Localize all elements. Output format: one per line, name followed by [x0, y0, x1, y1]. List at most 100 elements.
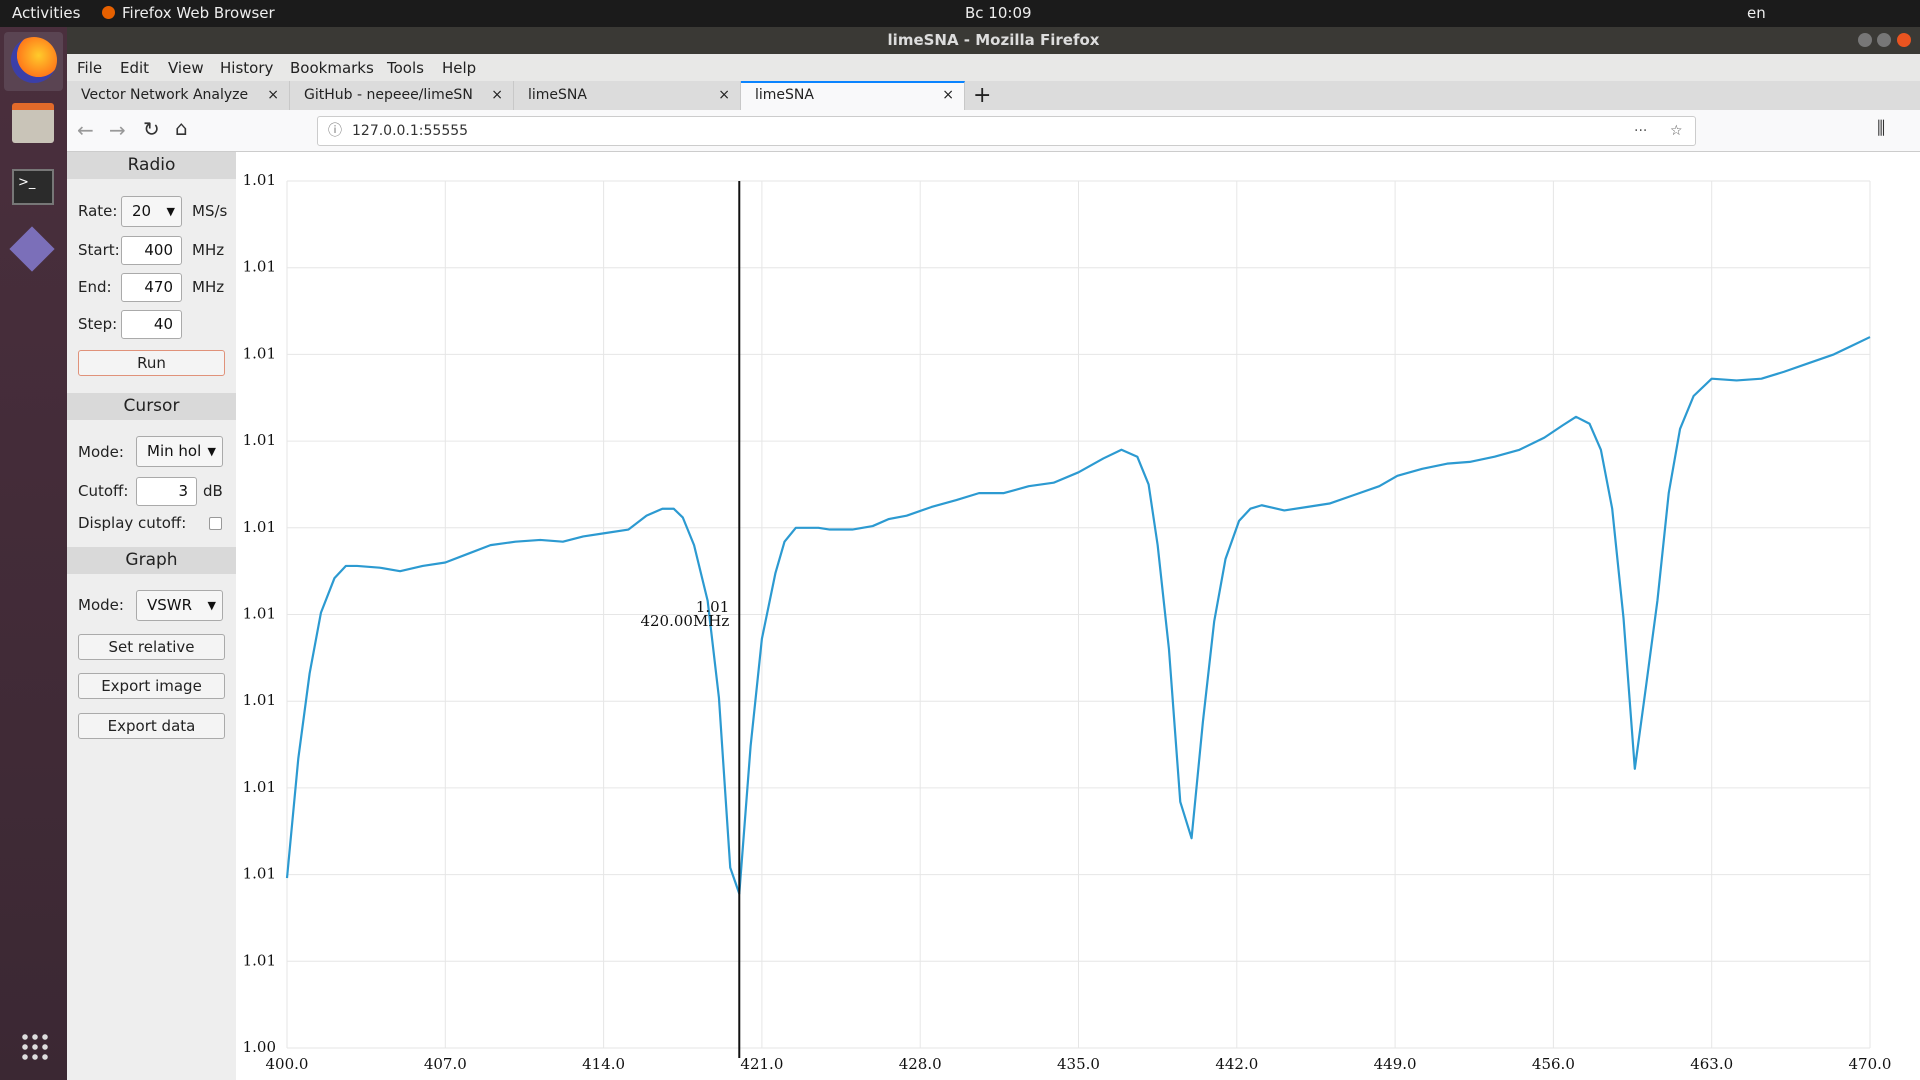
files-icon[interactable]: [12, 103, 54, 143]
cursor-value: 1.01: [696, 598, 729, 616]
minimize[interactable]: [1858, 33, 1872, 47]
label: Mode:: [78, 596, 124, 614]
x-tick-label: 463.0: [1690, 1055, 1733, 1073]
label: Rate:: [78, 202, 118, 220]
reload[interactable]: ↻: [143, 117, 160, 141]
select-value: VSWR: [147, 596, 193, 614]
step-input[interactable]: 40: [121, 310, 182, 339]
display-cutoff-checkbox[interactable]: [209, 517, 222, 530]
x-tick-label: 421.0: [740, 1055, 783, 1073]
tab-title: limeSNA: [528, 87, 587, 103]
app-icon: [102, 6, 115, 19]
data-line: [285, 336, 1871, 895]
language[interactable]: en: [1747, 4, 1766, 22]
library[interactable]: ⫼: [1877, 118, 1886, 139]
y-tick-label: 1.01: [243, 344, 276, 362]
tab-close[interactable]: ×: [491, 87, 503, 103]
tab[interactable]: limeSNA ×: [514, 81, 741, 110]
y-tick-label: 1.01: [243, 778, 276, 796]
tab-title: GitHub - nepeee/limeSN: [304, 87, 473, 103]
dropdown-arrow: ▼: [207, 437, 216, 466]
y-tick-label: 1.01: [243, 691, 276, 709]
menu-item[interactable]: Help: [442, 59, 477, 77]
set-relative-button[interactable]: Set relative: [78, 634, 225, 660]
menu-item[interactable]: File: [77, 59, 103, 77]
menu-bar: File Edit View History Bookmarks Tools Help: [67, 54, 1920, 81]
unit: MS/s: [192, 202, 228, 220]
show-apps[interactable]: [20, 1032, 48, 1060]
menu-item[interactable]: Bookmarks: [290, 59, 374, 77]
tab-close[interactable]: ×: [267, 87, 279, 103]
start-input[interactable]: 400: [121, 236, 182, 265]
unit: MHz: [192, 241, 225, 259]
cutoff-input[interactable]: 3: [136, 477, 197, 506]
menu-item[interactable]: View: [168, 59, 204, 77]
x-tick-label: 400.0: [266, 1055, 309, 1073]
tab[interactable]: GitHub - nepeee/limeSN ×: [290, 81, 514, 110]
menu-item[interactable]: History: [220, 59, 274, 77]
y-tick-label: 1.01: [243, 865, 276, 883]
tab-title: limeSNA: [755, 87, 814, 103]
unit: dB: [203, 482, 223, 500]
graph-mode-select[interactable]: VSWR ▼: [136, 590, 223, 621]
maximize[interactable]: [1877, 33, 1891, 47]
export-data-button[interactable]: Export data: [78, 713, 225, 739]
y-tick-label: 1.00: [243, 1038, 276, 1056]
run-button[interactable]: Run: [78, 350, 225, 376]
tab-close[interactable]: ×: [718, 87, 730, 103]
bookmark-star[interactable]: ☆: [1670, 123, 1683, 139]
home[interactable]: ⌂: [175, 116, 188, 140]
info-icon[interactable]: ⓘ: [328, 123, 342, 139]
label: Mode:: [78, 443, 124, 461]
page-actions[interactable]: ···: [1634, 123, 1648, 139]
dropdown-arrow: ▼: [207, 599, 216, 612]
select-value: 20: [132, 202, 152, 220]
tab[interactable]: limeSNA ×: [741, 81, 965, 110]
label: End:: [78, 278, 112, 296]
x-tick-label: 442.0: [1215, 1055, 1258, 1073]
tab[interactable]: Vector Network Analyze ×: [67, 81, 290, 110]
new-tab[interactable]: +: [973, 83, 992, 108]
cursor-frequency: 420.00MHz: [640, 612, 729, 630]
firefox-icon[interactable]: [11, 37, 57, 83]
x-tick-label: 449.0: [1374, 1055, 1417, 1073]
x-tick-label: 456.0: [1532, 1055, 1575, 1073]
url-bar[interactable]: ⓘ 127.0.0.1:55555 ··· ☆: [317, 116, 1696, 146]
window-title: limeSNA - Mozilla Firefox: [67, 27, 1920, 54]
x-tick-label: 435.0: [1057, 1055, 1100, 1073]
tab-close[interactable]: ×: [942, 87, 954, 103]
y-tick-label: 1.01: [243, 518, 276, 536]
back[interactable]: ←: [77, 118, 94, 142]
label: Cutoff:: [78, 482, 129, 500]
y-tick-label: 1.01: [243, 431, 276, 449]
cursor-mode-select[interactable]: Min hol ▼: [136, 436, 223, 467]
rate-select[interactable]: 20 ▼: [121, 196, 182, 227]
y-tick-label: 1.01: [243, 605, 276, 623]
menu-item[interactable]: Edit: [120, 59, 150, 77]
chart: 1.00 1.01 1.01 1.01 1.01 1.01 1.01 1.01 1.01 1.01…: [243, 171, 1892, 1073]
terminal-icon[interactable]: >_: [12, 169, 54, 205]
url: 127.0.0.1:55555: [352, 123, 469, 139]
close[interactable]: [1897, 33, 1911, 47]
x-tick-label: 470.0: [1849, 1055, 1892, 1073]
y-tick-label: 1.01: [243, 951, 276, 969]
section-heading: Radio: [67, 152, 236, 179]
label: Start:: [78, 241, 120, 259]
activities[interactable]: Activities: [12, 4, 81, 22]
section-heading: Graph: [67, 547, 236, 574]
y-tick-label: 1.01: [243, 171, 276, 189]
clock[interactable]: Вс 10:09: [965, 4, 1032, 22]
x-tick-label: 428.0: [899, 1055, 942, 1073]
dock: >_: [0, 27, 67, 1080]
x-tick-label: 407.0: [424, 1055, 467, 1073]
dropdown-arrow: ▼: [166, 205, 175, 218]
forward[interactable]: →: [109, 118, 126, 142]
end-input[interactable]: 470: [121, 273, 182, 302]
menu-item[interactable]: Tools: [387, 59, 424, 77]
app-menu[interactable]: Firefox Web Browser: [122, 4, 275, 22]
section-heading: Cursor: [67, 393, 236, 420]
select-value: Min hol: [147, 442, 202, 460]
export-image-button[interactable]: Export image: [78, 673, 225, 699]
app-icon[interactable]: [9, 226, 55, 272]
